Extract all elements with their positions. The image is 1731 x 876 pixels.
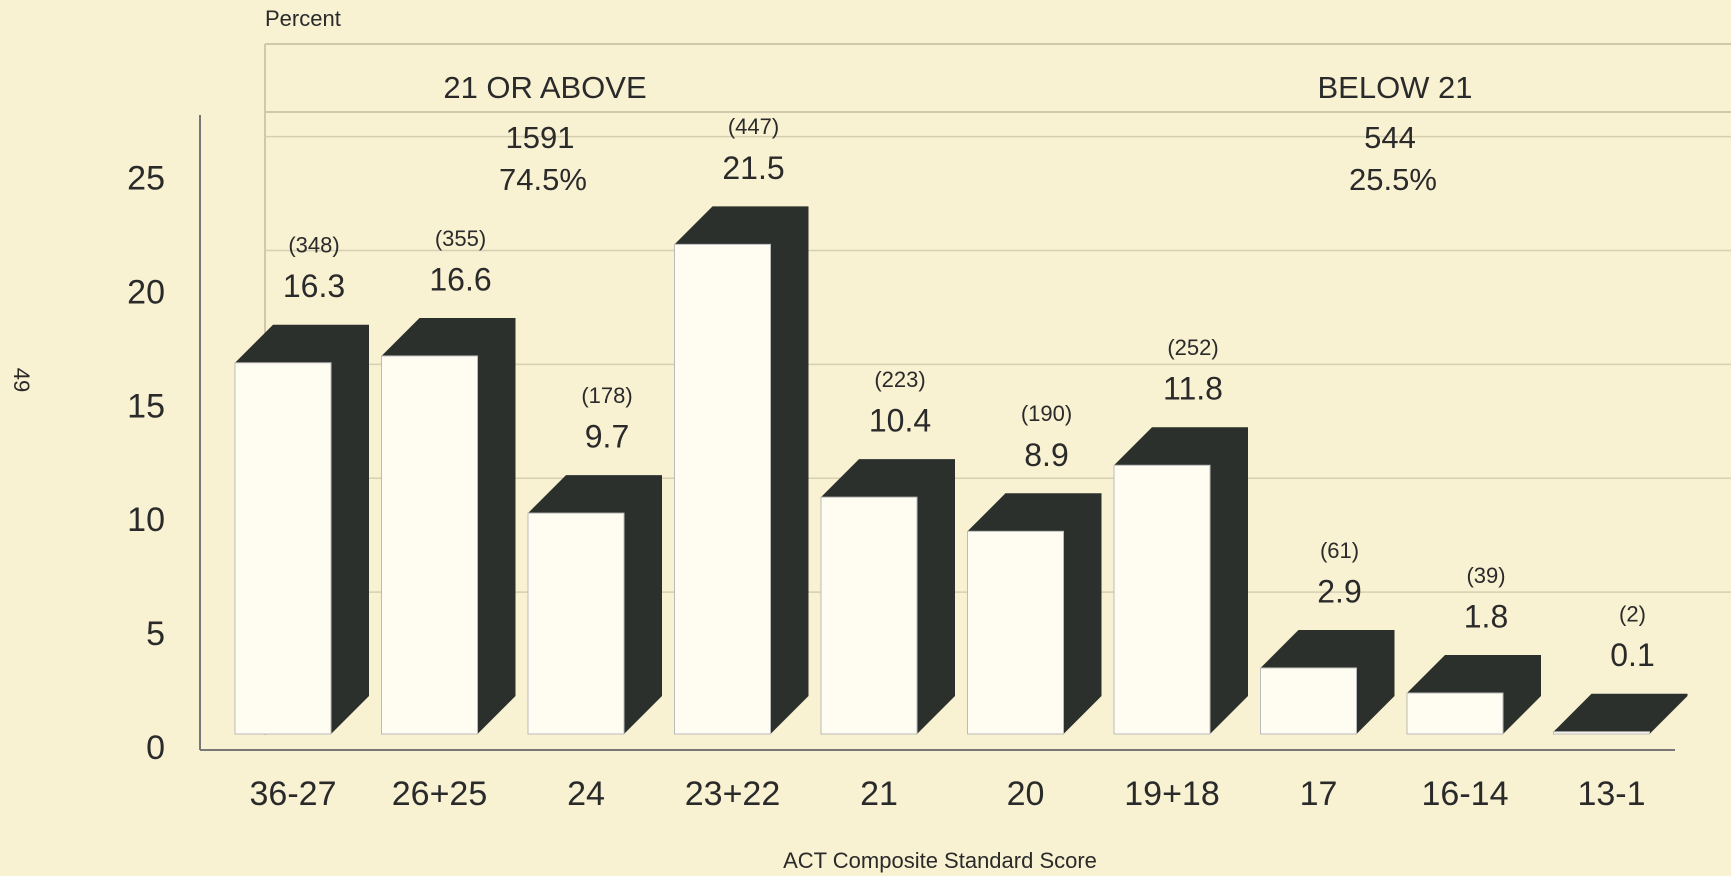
x-tick-label: 17 xyxy=(1300,775,1338,813)
value-label: 9.7 xyxy=(585,419,629,455)
value-label: 0.1 xyxy=(1610,637,1654,673)
count-label: (61) xyxy=(1320,538,1359,563)
value-label: 16.3 xyxy=(283,268,345,304)
bar xyxy=(1406,692,1504,735)
bar xyxy=(527,512,625,735)
bar-top-side xyxy=(235,324,369,734)
group-label: 21 OR ABOVE xyxy=(443,70,646,105)
bar xyxy=(381,355,478,735)
value-label: 8.9 xyxy=(1024,437,1068,473)
y-tick-label: 20 xyxy=(127,274,165,312)
bar-top-side xyxy=(1260,629,1395,734)
bar xyxy=(674,243,771,735)
bar xyxy=(967,530,1064,735)
count-label: (348) xyxy=(288,233,339,258)
value-label: 11.8 xyxy=(1163,371,1223,407)
value-label: 1.8 xyxy=(1464,598,1508,634)
x-tick-label: 16-14 xyxy=(1422,775,1509,813)
group-percent: 74.5% xyxy=(499,162,587,197)
bar-top-side xyxy=(528,475,662,734)
page-number: 49 xyxy=(9,368,34,392)
value-label: 21.5 xyxy=(722,150,784,186)
x-tick-label: 26+25 xyxy=(392,775,488,813)
group-label: BELOW 21 xyxy=(1317,70,1472,105)
count-label: (223) xyxy=(874,367,925,392)
x-tick-label: 19+18 xyxy=(1124,775,1220,813)
bar xyxy=(1553,731,1650,735)
value-label: 16.6 xyxy=(429,261,491,297)
bar-top-side xyxy=(1553,693,1688,734)
y-tick-label: 0 xyxy=(146,729,165,767)
x-tick-label: 23+22 xyxy=(685,775,781,813)
bar xyxy=(820,496,918,735)
bar-top-side xyxy=(821,459,955,734)
bar-top-side xyxy=(674,206,809,734)
count-label: (355) xyxy=(435,226,486,251)
bar-top-side xyxy=(1407,655,1541,734)
x-axis-label: ACT Composite Standard Score xyxy=(783,848,1097,873)
y-tick-label: 15 xyxy=(127,387,165,425)
y-tick-label: 5 xyxy=(146,615,165,653)
value-label: 2.9 xyxy=(1317,573,1361,609)
x-tick-label: 24 xyxy=(567,775,605,813)
bar-top-side xyxy=(381,317,516,734)
group-percent: 25.5% xyxy=(1349,162,1437,197)
count-label: (190) xyxy=(1021,401,1072,426)
group-count: 1591 xyxy=(506,120,575,155)
bar xyxy=(1260,667,1357,735)
y-axis-label: Percent xyxy=(265,6,341,31)
x-tick-label: 21 xyxy=(860,775,898,813)
value-label: 10.4 xyxy=(869,403,931,439)
count-label: (252) xyxy=(1167,335,1218,360)
count-label: (447) xyxy=(728,114,779,139)
group-count: 544 xyxy=(1364,120,1416,155)
x-tick-label: 13-1 xyxy=(1577,775,1645,813)
bar xyxy=(1113,464,1211,735)
count-label: (39) xyxy=(1466,563,1505,588)
y-tick-label: 25 xyxy=(127,160,165,198)
bar-top-side xyxy=(967,493,1102,734)
bar-top-side xyxy=(1114,427,1248,734)
x-tick-label: 20 xyxy=(1007,775,1045,813)
count-label: (178) xyxy=(581,383,632,408)
y-tick-label: 10 xyxy=(127,501,165,539)
x-tick-label: 36-27 xyxy=(250,775,337,813)
count-label: (2) xyxy=(1619,602,1646,627)
bar xyxy=(234,362,332,735)
